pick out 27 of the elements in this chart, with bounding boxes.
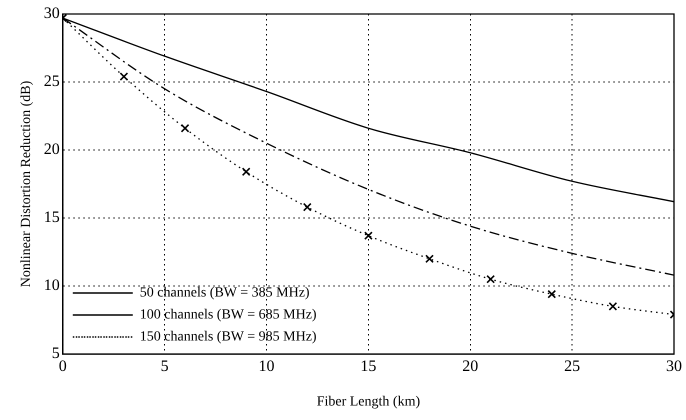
y-tick-label: 25	[44, 73, 60, 90]
y-tick-label: 5	[52, 345, 60, 362]
x-tick-label: 30	[666, 358, 682, 375]
legend-label: 50 channels (BW = 385 MHz)	[140, 286, 310, 301]
y-tick-label: 10	[44, 277, 60, 294]
point	[486, 274, 495, 284]
point	[608, 302, 618, 311]
y-axis-title: Nonlinear Distortion Reduction (dB)	[19, 80, 34, 288]
point	[547, 290, 556, 298]
x-axis-title: Fiber Length (km)	[316, 394, 420, 410]
point	[302, 202, 312, 212]
x-tick-label: 20	[462, 358, 478, 375]
x-tick-label: 5	[160, 358, 169, 375]
point	[242, 167, 250, 176]
x-tick-label: 15	[360, 358, 376, 375]
legend-label: 100 channels (BW = 685 MHz)	[140, 308, 317, 323]
x-tick-label: 25	[564, 358, 580, 375]
x-tick-label: 10	[258, 358, 275, 375]
y-tick-label: 30	[44, 5, 60, 22]
legend-label: 150 channels (BW = 985 MHz)	[140, 330, 317, 345]
y-tick-label: 20	[44, 141, 60, 158]
y-tick-label: 15	[44, 209, 60, 226]
point	[120, 72, 128, 81]
x-tick-label: 0	[58, 358, 67, 375]
point	[180, 124, 190, 133]
point	[364, 231, 373, 240]
point	[425, 254, 434, 264]
